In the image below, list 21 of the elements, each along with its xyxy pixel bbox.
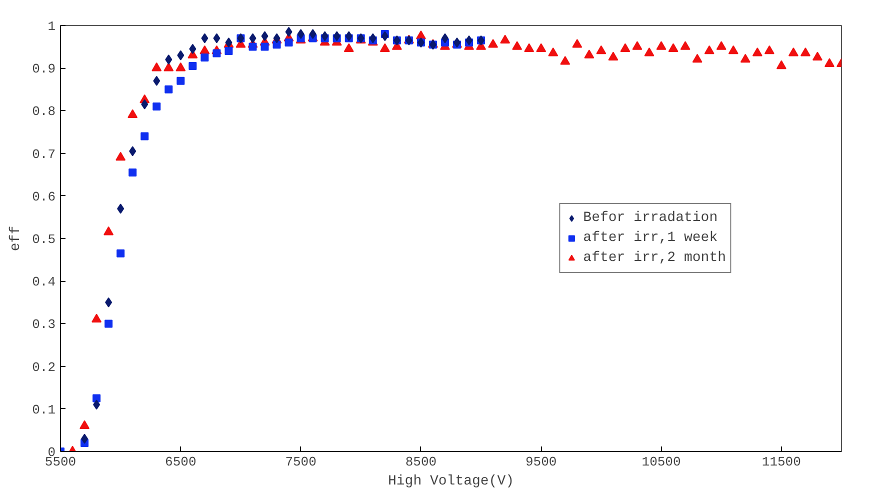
y-tick-label: 0.9 <box>32 62 56 77</box>
y-tick-label: 0.5 <box>32 232 56 247</box>
y-tick-label: 0.3 <box>32 317 56 332</box>
y-tick-label: 0.1 <box>32 402 56 418</box>
x-tick-label: 8500 <box>405 454 437 470</box>
x-tick-label: 11500 <box>762 454 801 470</box>
y-axis-title: eff <box>8 226 24 252</box>
y-tick-label: 0.6 <box>32 189 56 204</box>
x-tick-label: 6500 <box>165 454 196 470</box>
x-tick-label: 9500 <box>526 454 557 470</box>
y-tick-label: 0.7 <box>32 146 56 162</box>
x-tick-label: 7500 <box>285 454 316 470</box>
legend-label: after irr,2 month <box>583 250 726 266</box>
legend-label: after irr,1 week <box>583 230 718 246</box>
legend-label: Befor irradation <box>583 210 718 226</box>
x-tick-label: 10500 <box>642 454 681 470</box>
y-tick-label: 0.8 <box>32 104 56 120</box>
x-axis-title: High Voltage(V) <box>388 474 514 490</box>
y-tick-label: 0.2 <box>32 360 56 375</box>
y-tick-label: 1 <box>48 19 56 34</box>
y-tick-label: 0.4 <box>32 274 56 290</box>
